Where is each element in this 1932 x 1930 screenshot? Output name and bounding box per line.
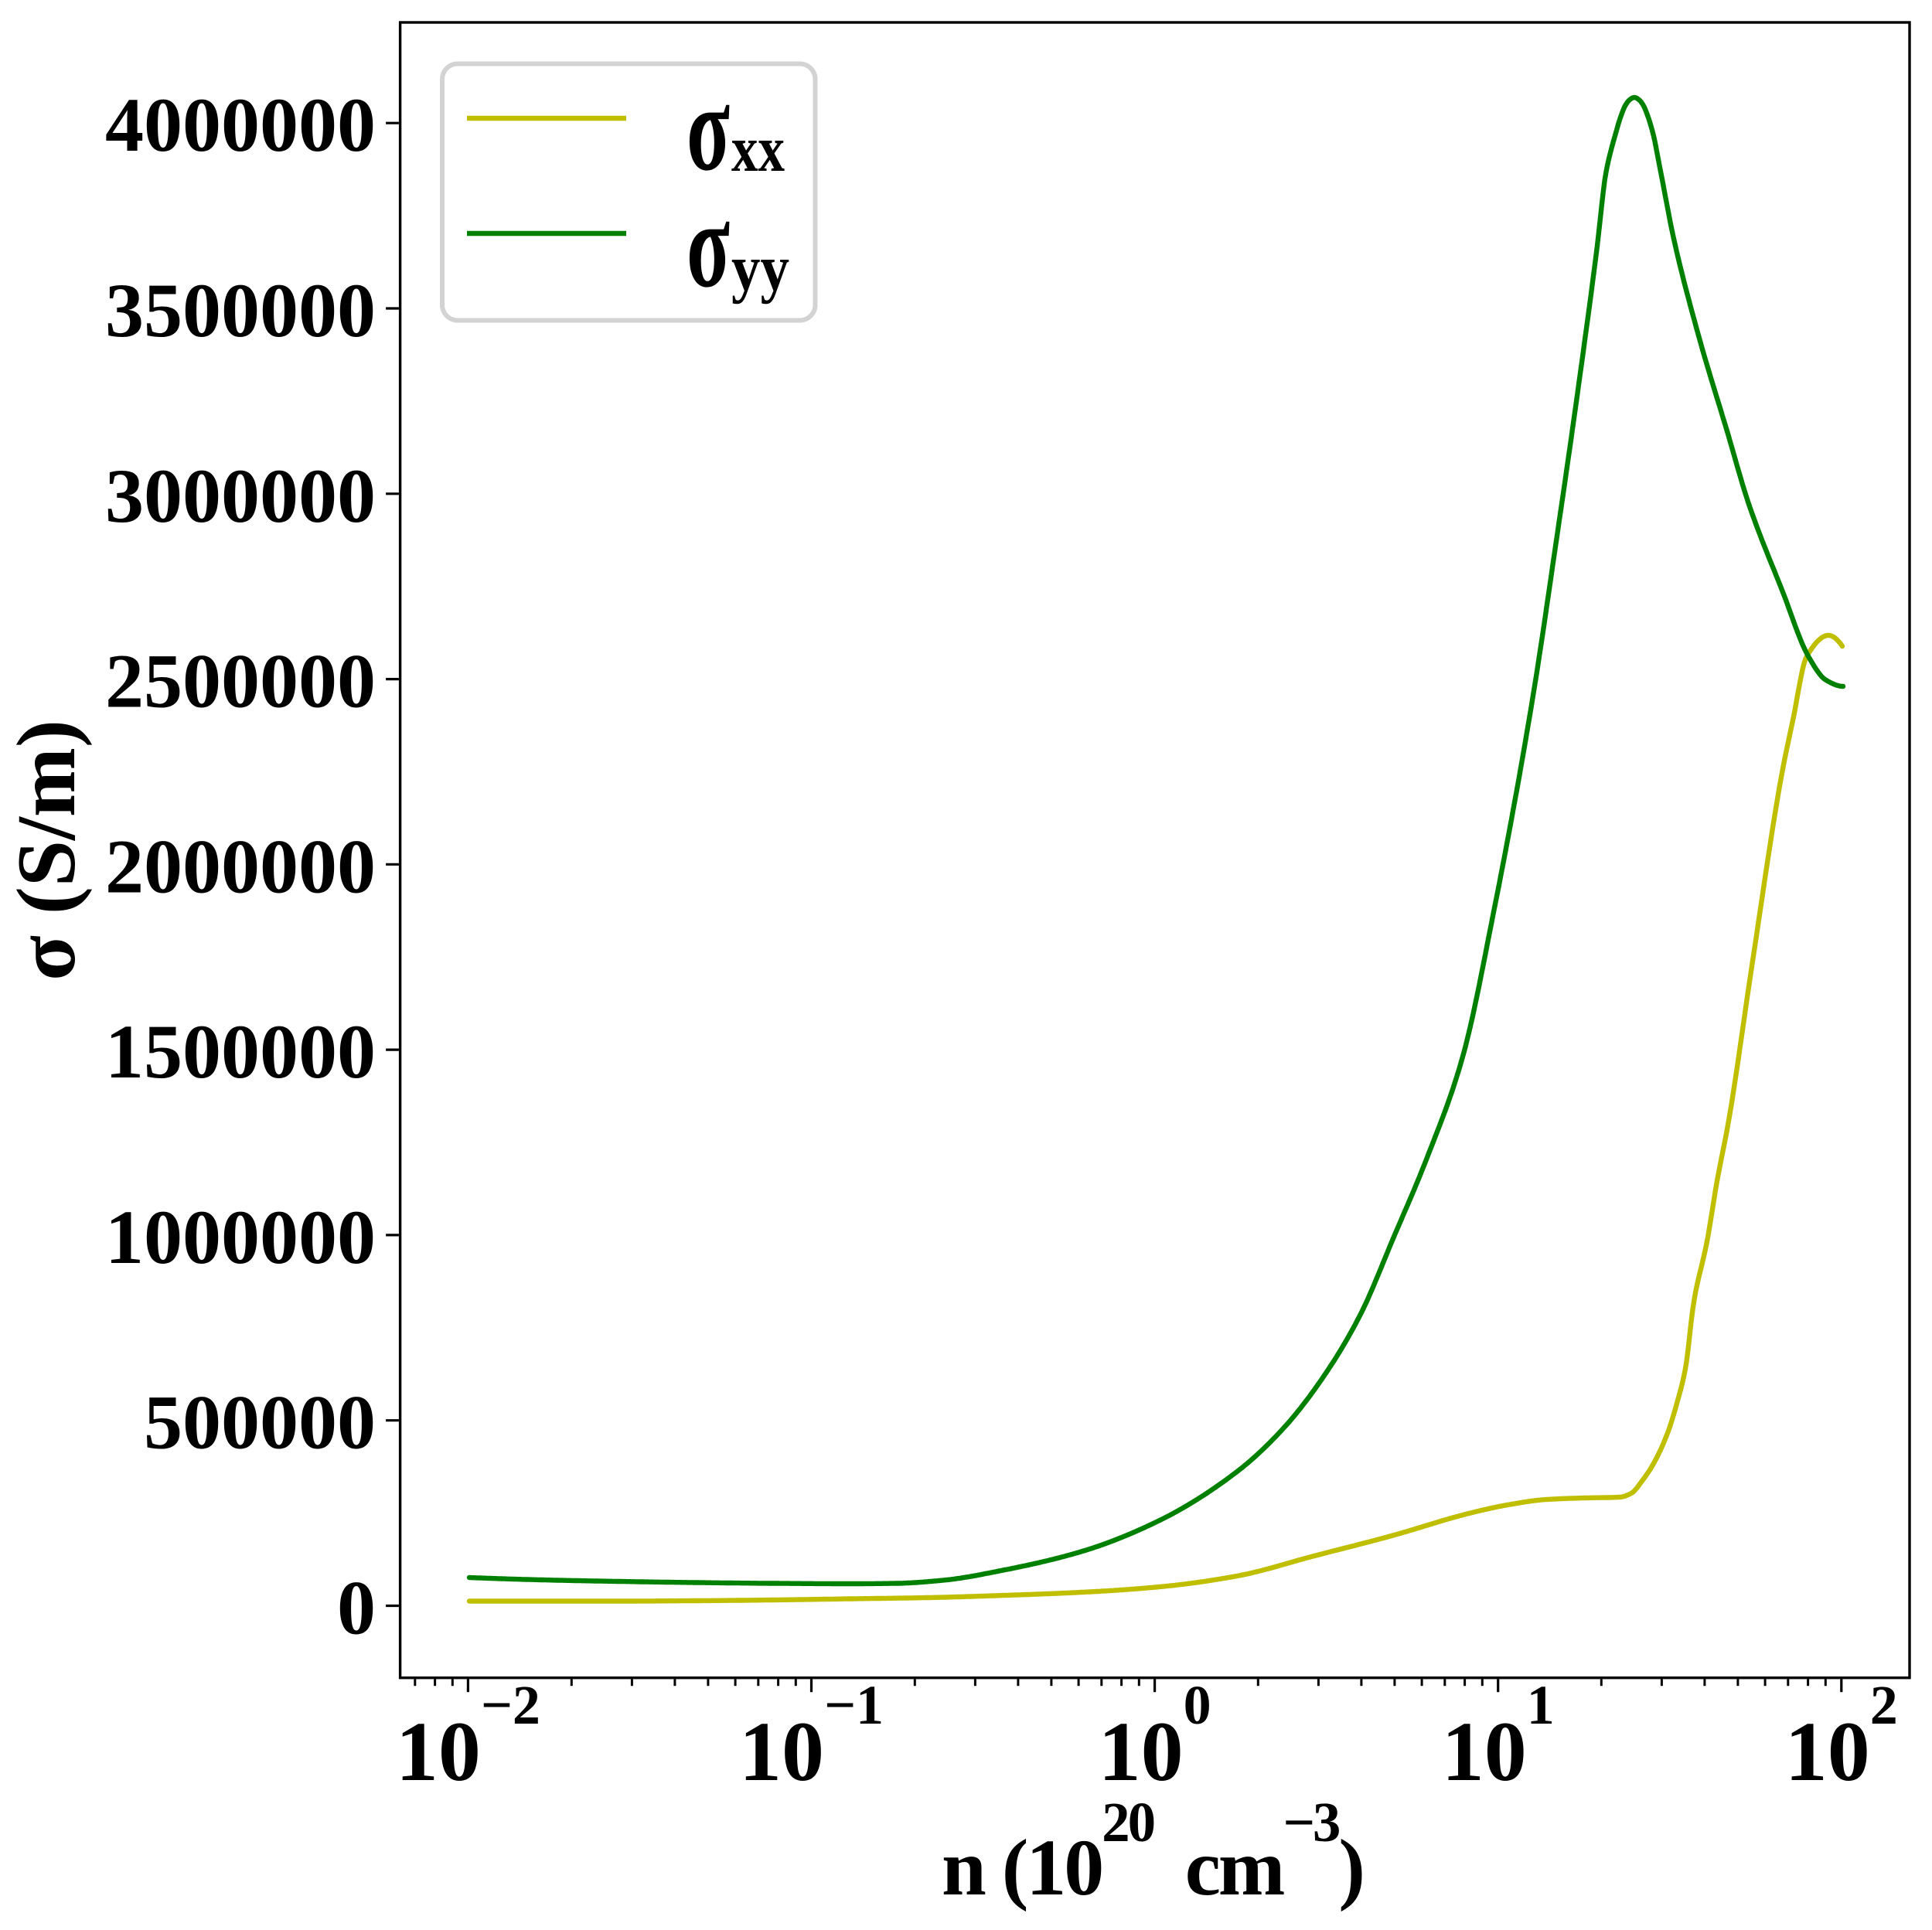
svg-text:500000: 500000 <box>144 1380 376 1465</box>
svg-text:xx: xx <box>731 113 785 186</box>
svg-text:1500000: 1500000 <box>105 1009 376 1094</box>
svg-text:3500000: 3500000 <box>105 267 376 353</box>
svg-text:σ: σ <box>687 59 730 196</box>
svg-text:2500000: 2500000 <box>105 638 376 724</box>
svg-text:4000000: 4000000 <box>105 82 376 168</box>
svg-text:yy: yy <box>731 232 789 305</box>
svg-text:1000000: 1000000 <box>105 1194 376 1280</box>
svg-text:σ: σ <box>687 175 730 313</box>
svg-text:3000000: 3000000 <box>105 453 376 539</box>
svg-text:0: 0 <box>337 1565 376 1651</box>
svg-text:σ (S/m): σ (S/m) <box>1 720 93 981</box>
svg-text:2000000: 2000000 <box>105 823 376 909</box>
